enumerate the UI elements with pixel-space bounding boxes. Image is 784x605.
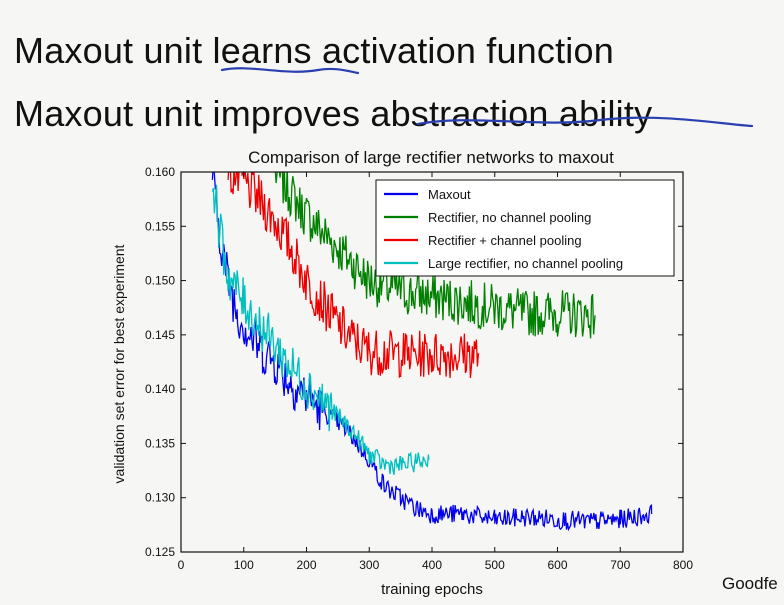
y-tick-label: 0.130 xyxy=(145,491,175,505)
legend-label: Rectifier + channel pooling xyxy=(428,233,582,248)
legend-label: Large rectifier, no channel pooling xyxy=(428,256,623,271)
x-tick-label: 0 xyxy=(178,558,185,572)
underline-annotation-1 xyxy=(220,67,360,75)
legend: Maxout Rectifier, no channel pooling Recti… xyxy=(375,179,675,277)
y-tick-label: 0.155 xyxy=(145,219,175,233)
handwritten-annotations xyxy=(220,67,754,128)
legend-label: Rectifier, no channel pooling xyxy=(428,210,591,225)
x-tick-label: 800 xyxy=(673,558,693,572)
underline-annotation-2 xyxy=(416,116,754,128)
author-credit: Goodfe xyxy=(722,574,778,593)
headline-line-1: Maxout unit learns activation function xyxy=(14,30,614,71)
chart-title: Comparison of large rectifier networks t… xyxy=(248,148,614,167)
legend-label: Maxout xyxy=(428,187,471,202)
y-tick-label: 0.135 xyxy=(145,436,175,450)
y-tick-label: 0.140 xyxy=(145,382,175,396)
x-axis-label: training epochs xyxy=(381,581,483,598)
headline-line-2: Maxout unit improves abstraction ability xyxy=(14,93,653,134)
x-tick-label: 500 xyxy=(485,558,505,572)
y-axis-label: validation set error for best experiment xyxy=(111,244,127,483)
series-line-2 xyxy=(227,172,480,379)
legend-box xyxy=(375,179,675,277)
x-tick-label: 600 xyxy=(547,558,567,572)
y-tick-label: 0.145 xyxy=(145,328,175,342)
y-tick-label: 0.125 xyxy=(145,545,175,559)
y-tick-label: 0.150 xyxy=(145,274,175,288)
axis-layer: 0 100 200 300 400 500 600 700 800 0.125 0.130 0.135… xyxy=(145,165,693,572)
x-tick-label: 300 xyxy=(359,558,379,572)
series-line-3 xyxy=(211,184,430,475)
x-tick-label: 100 xyxy=(234,558,254,572)
x-tick-label: 700 xyxy=(610,558,630,572)
series-line-0 xyxy=(211,172,653,532)
x-tick-label: 200 xyxy=(296,558,316,572)
x-tick-label: 400 xyxy=(422,558,442,572)
y-tick-label: 0.160 xyxy=(145,165,175,179)
